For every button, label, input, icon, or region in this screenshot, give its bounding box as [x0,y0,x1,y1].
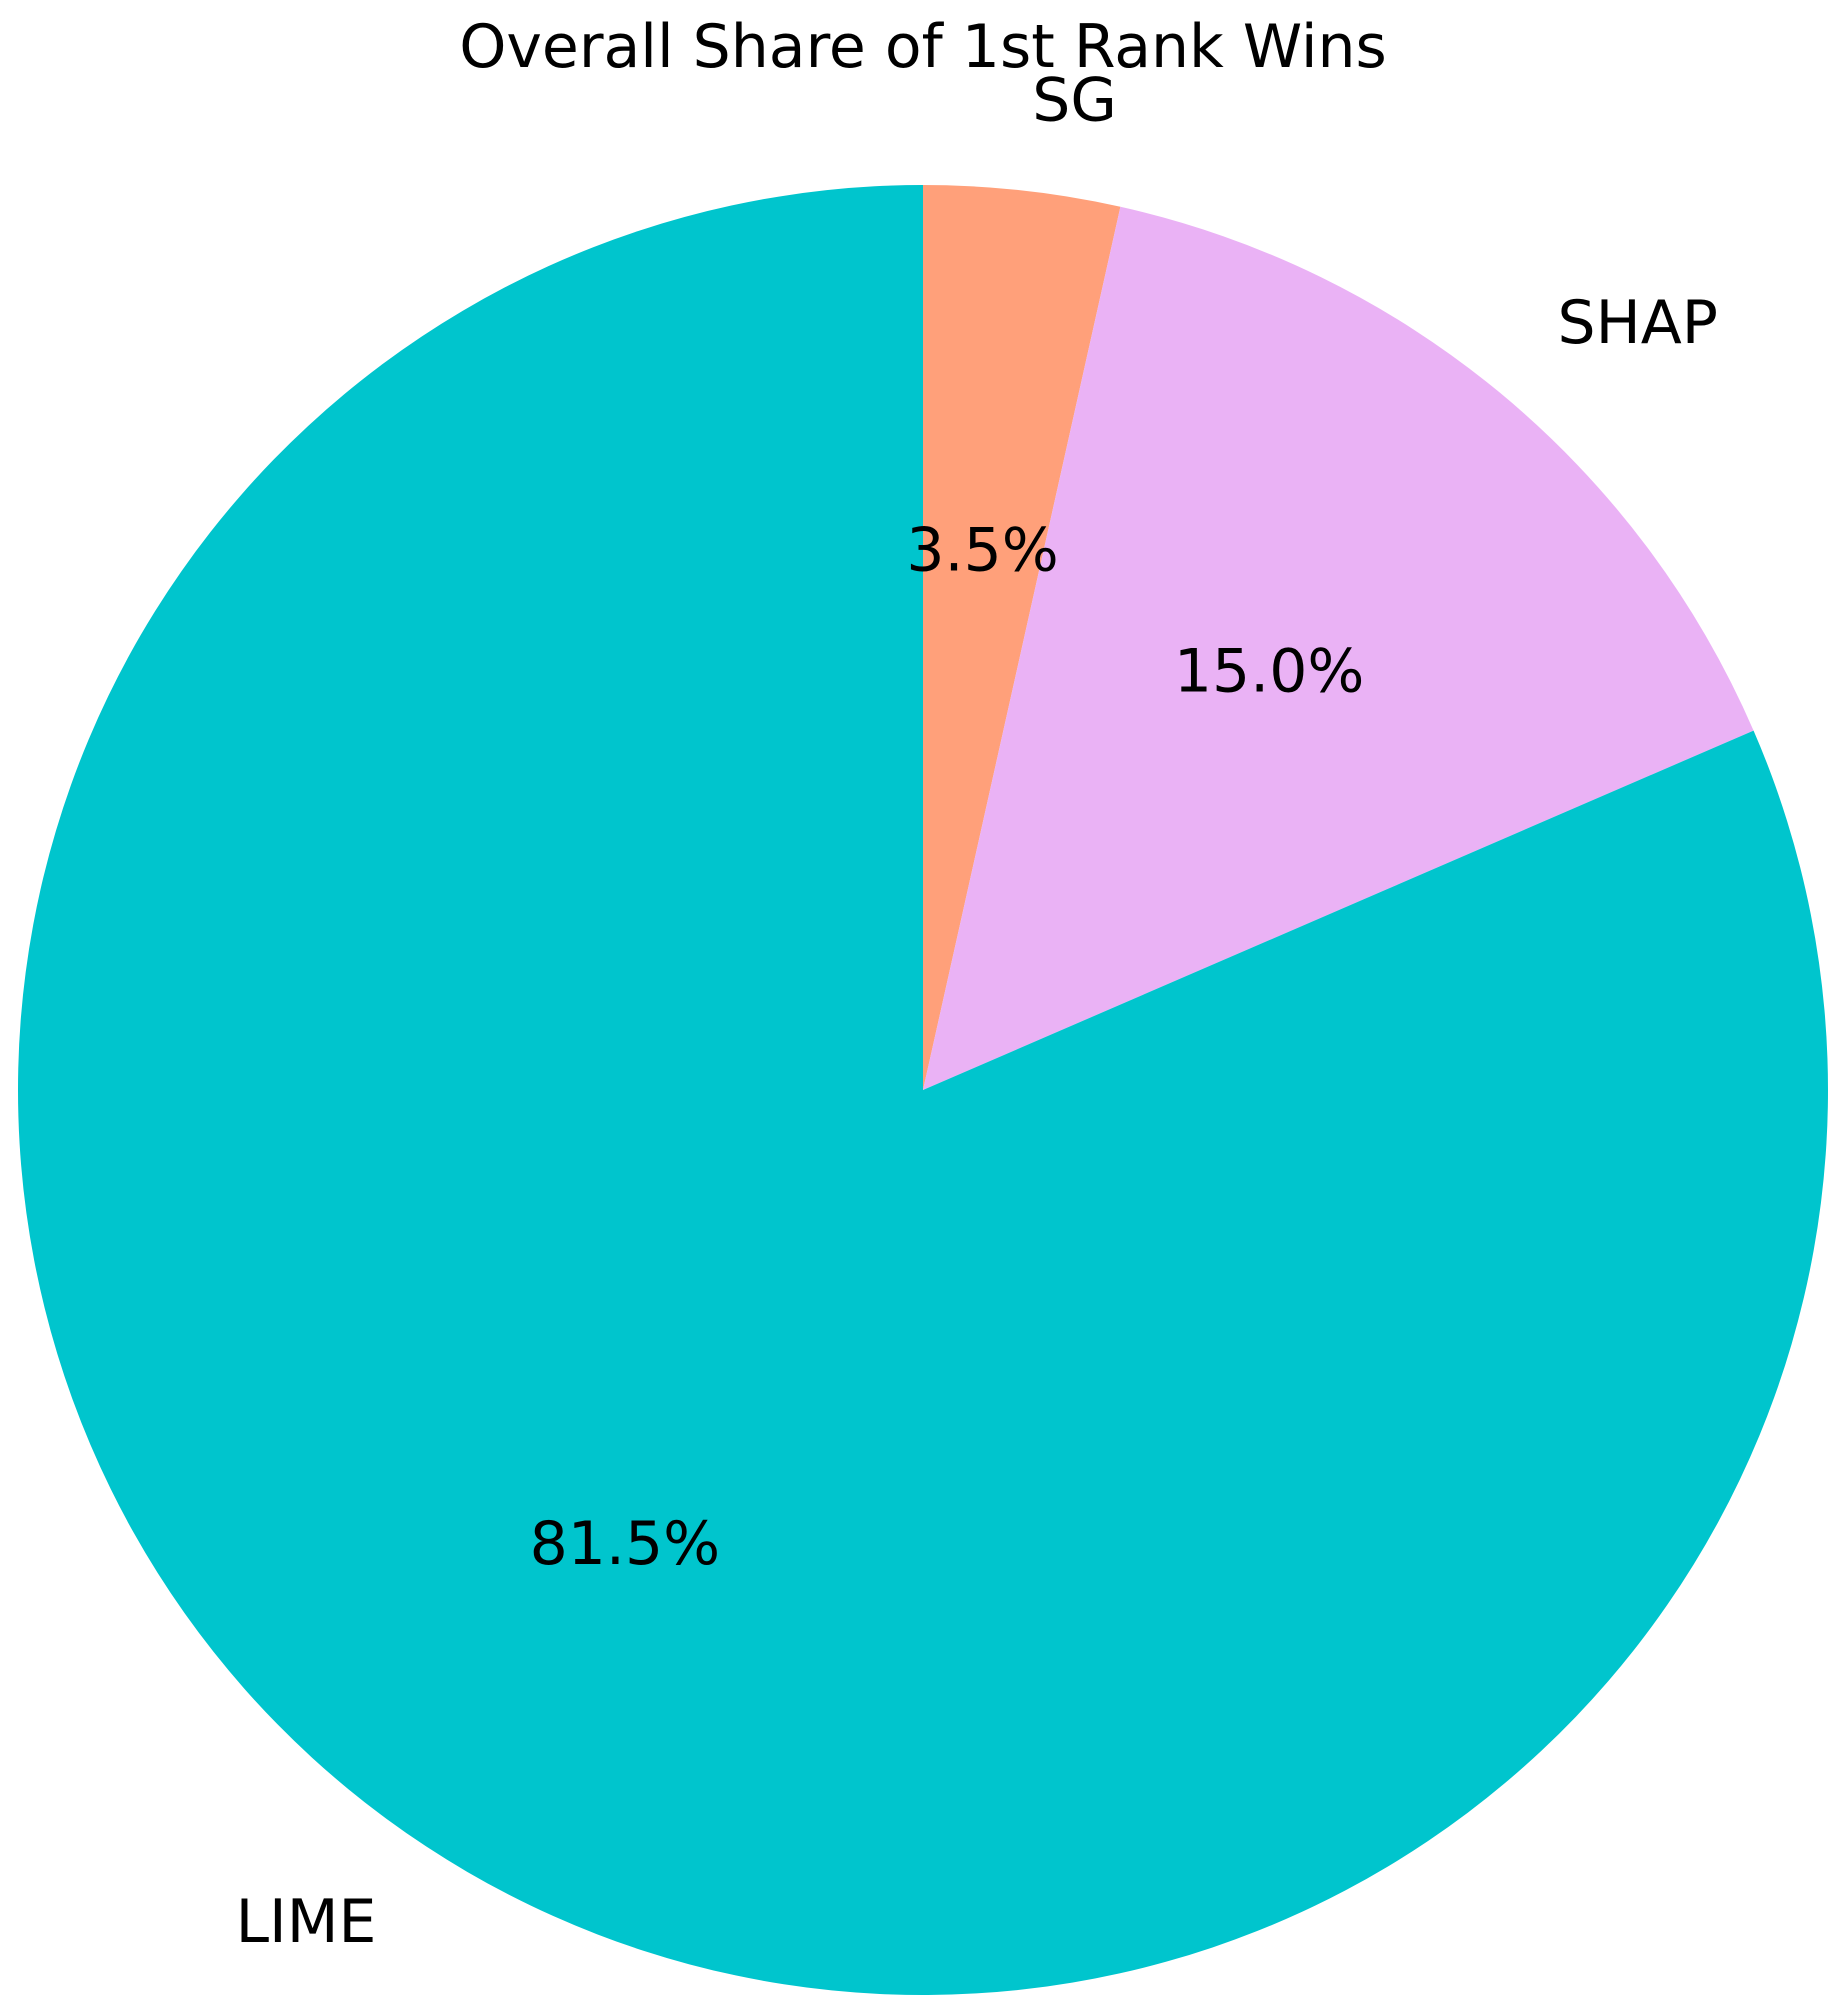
pie-slice-sg [923,185,1121,1090]
slice-percent-lime: 81.5% [530,1509,721,1579]
chart-title: Overall Share of 1st Rank Wins [459,12,1387,82]
slice-percent-sg: 3.5% [906,515,1058,585]
pie-labels: SG 3.5% SHAP 15.0% LIME 81.5% [236,66,1718,1958]
pie-slices [17,185,1829,1995]
pie-slice-lime [17,185,1829,1995]
slice-label-sg: SG [1032,66,1117,136]
slice-percent-shap: 15.0% [1174,637,1365,707]
slice-label-shap: SHAP [1558,288,1718,358]
pie-slice-shap [923,206,1754,1090]
slice-label-lime: LIME [236,1887,377,1957]
